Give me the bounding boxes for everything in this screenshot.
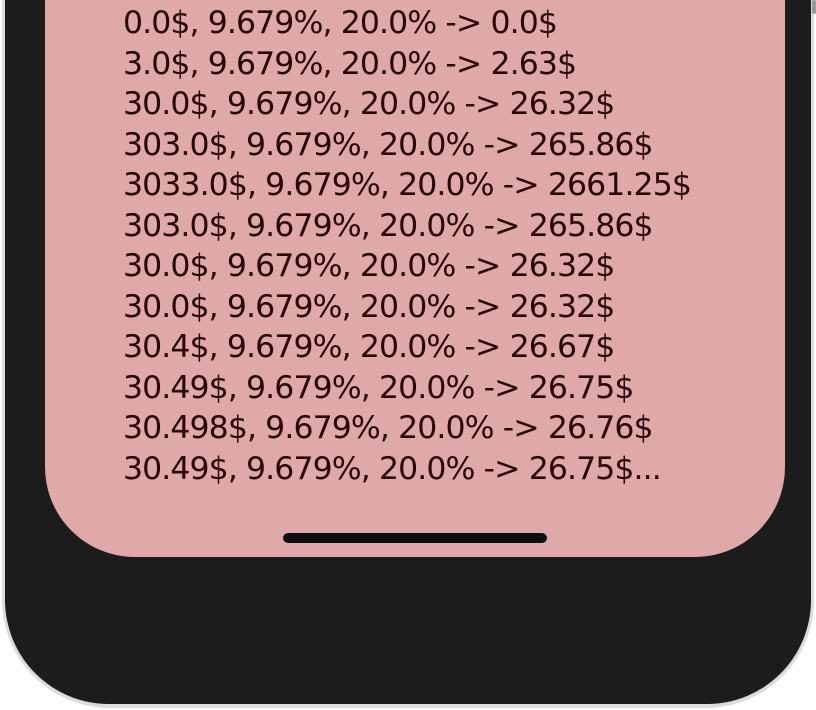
history-entry: 30.0$, 9.679%, 20.0% -> 26.32$: [123, 86, 615, 122]
history-entry: 303.0$, 9.679%, 20.0% -> 265.86$: [123, 126, 654, 163]
history-entry: 0.0$, 9.679%, 20.0% -> 0.0$: [123, 5, 558, 41]
history-entry: 30.498$, 9.679%, 20.0% -> 26.76$: [123, 410, 654, 446]
history-list[interactable]: 0.0$, 9.679%, 20.0% -> 0.0$ 3.0$, 9.679%…: [123, 3, 692, 489]
device-side-button: [812, 0, 816, 14]
history-entry: 30.49$, 9.679%, 20.0% -> 26.75$...: [123, 450, 662, 487]
history-entry: 30.4$, 9.679%, 20.0% -> 26.67$: [123, 329, 615, 365]
history-entry: 30.0$, 9.679%, 20.0% -> 26.32$: [123, 288, 615, 325]
history-entry: 3.0$, 9.679%, 20.0% -> 2.63$: [123, 45, 577, 82]
history-entry: 303.0$, 9.679%, 20.0% -> 265.86$: [123, 207, 654, 244]
history-entry: 30.0$, 9.679%, 20.0% -> 26.32$: [123, 248, 615, 284]
history-entry: 3033.0$, 9.679%, 20.0% -> 2661.25$: [123, 167, 692, 203]
home-indicator[interactable]: [283, 533, 547, 543]
history-entry: 30.49$, 9.679%, 20.0% -> 26.75$: [123, 369, 634, 406]
app-screen: History 0.0$, 9.679%, 20.0% -> 0.0$ 3.0$…: [45, 0, 785, 557]
device-frame: History 0.0$, 9.679%, 20.0% -> 0.0$ 3.0$…: [5, 0, 811, 704]
